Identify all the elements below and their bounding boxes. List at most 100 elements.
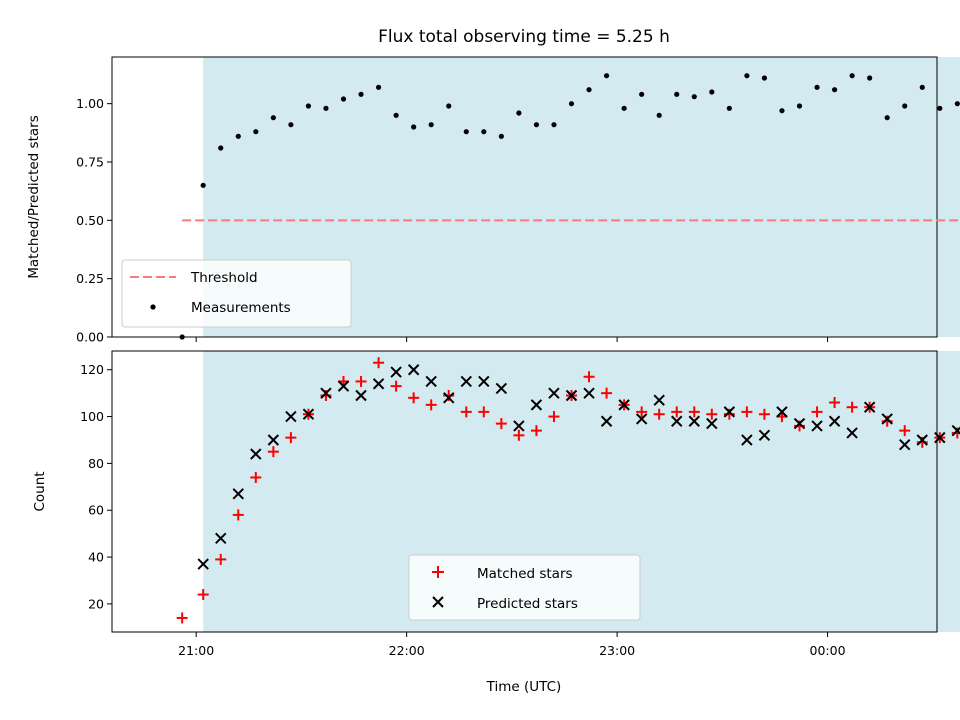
predicted-x-b <box>355 389 367 402</box>
predicted-x-b <box>513 420 525 432</box>
predicted-star-point <box>495 382 508 395</box>
y-tick-label: 20 <box>88 596 104 611</box>
predicted-star-point <box>513 420 525 432</box>
matched-star-point <box>215 553 227 565</box>
legend-predicted-swatch-b <box>432 596 444 608</box>
measurement-point <box>656 112 662 118</box>
predicted-star-point <box>741 434 753 446</box>
predicted-x-b <box>653 394 665 406</box>
matched-star-point <box>176 612 188 624</box>
predicted-x-b <box>267 434 280 446</box>
predicted-x-b <box>776 406 788 418</box>
predicted-x-b <box>425 375 437 388</box>
measurement-point <box>481 129 487 135</box>
measurement-point <box>375 84 382 90</box>
measurement-point <box>498 133 504 139</box>
measurement-point <box>726 105 732 111</box>
predicted-star-point <box>758 429 771 442</box>
predicted-star-point <box>443 392 455 404</box>
predicted-x-b <box>250 448 262 460</box>
predicted-star-point <box>583 387 595 399</box>
measurement-point <box>340 96 347 102</box>
measurement-point <box>621 105 627 111</box>
measurement-point <box>831 87 838 93</box>
predicted-x-b <box>618 399 630 411</box>
matched-star-point <box>829 397 841 409</box>
measurement-point <box>954 101 960 107</box>
matched-star-point <box>671 406 683 418</box>
legend-threshold-label: Threshold <box>190 270 258 286</box>
measurement-point <box>305 103 312 109</box>
predicted-x-b <box>706 417 718 430</box>
measurement-point <box>849 73 855 79</box>
measurement-point <box>586 87 592 93</box>
x-tick-label: 23:00 <box>599 643 635 658</box>
plot-frame <box>111 56 938 338</box>
matched-star-point <box>425 399 437 411</box>
predicted-x-b <box>285 410 297 423</box>
predicted-star-point <box>863 401 876 413</box>
predicted-x-b <box>460 375 472 388</box>
y-axis-label: Count <box>32 471 48 511</box>
y-tick-label: 0.75 <box>76 155 104 170</box>
predicted-star-point <box>267 434 280 446</box>
predicted-x-b <box>320 387 332 399</box>
measurement-point <box>358 91 364 97</box>
matched-star-point <box>688 406 700 418</box>
measurement-point <box>902 103 908 109</box>
predicted-star-point <box>285 410 297 423</box>
predicted-star-point <box>881 413 893 425</box>
predicted-star-point <box>407 364 420 376</box>
matched-star-point <box>408 392 420 404</box>
predicted-x-b <box>758 429 771 442</box>
matched-star-point <box>811 406 823 418</box>
measurement-point <box>533 122 540 128</box>
matched-star-point <box>653 408 665 420</box>
y-tick-label: 120 <box>80 362 104 377</box>
measurement-point <box>919 84 925 90</box>
predicted-star-point <box>811 420 823 432</box>
measurement-point <box>867 75 873 81</box>
measurement-point <box>761 75 768 81</box>
predicted-x-b <box>951 426 960 437</box>
predicted-star-point <box>478 375 490 388</box>
x-axis-label: Time (UTC) <box>486 679 562 695</box>
predicted-x-b <box>548 387 560 399</box>
legend-measurement-swatch <box>150 304 156 310</box>
predicted-star-point <box>951 424 960 437</box>
predicted-star-point <box>776 406 788 418</box>
predicted-star-point <box>320 387 332 399</box>
matched-star-point <box>373 357 385 369</box>
y-tick-label: 40 <box>88 550 104 565</box>
measurement-point <box>674 91 680 97</box>
predicted-x-b <box>302 408 315 420</box>
measurement-point <box>744 73 750 79</box>
measurement-point <box>937 105 943 111</box>
matched-star-point <box>636 406 648 418</box>
count-panel: 21:0022:0023:0000:0001:0002:0003:0020406… <box>32 350 960 658</box>
measurement-point <box>218 145 224 151</box>
predicted-star-point <box>653 394 665 406</box>
predicted-x-b <box>495 382 508 395</box>
matched-star-point <box>741 406 753 418</box>
y-tick-label: 1.00 <box>76 96 104 111</box>
y-tick-label: 80 <box>88 456 104 471</box>
predicted-x-b <box>688 415 700 427</box>
measurement-point <box>709 89 715 95</box>
measurement-point <box>551 122 557 128</box>
matched-star-point <box>460 406 472 418</box>
predicted-star-point <box>530 399 543 411</box>
legend-box <box>121 259 352 328</box>
predicted-x-b <box>530 399 543 411</box>
y-axis-label: Matched/Predicted stars <box>26 115 42 278</box>
matched-star-point <box>758 408 770 420</box>
predicted-star-point <box>215 532 227 545</box>
predicted-x-b <box>863 401 876 413</box>
measurement-point <box>446 103 452 109</box>
predicted-x-b <box>846 427 858 439</box>
predicted-star-point <box>302 408 315 420</box>
legend-measurement-label: Measurements <box>191 300 291 316</box>
predicted-x-b <box>443 392 455 404</box>
predicted-star-point <box>934 431 946 444</box>
predicted-star-point <box>916 434 928 446</box>
